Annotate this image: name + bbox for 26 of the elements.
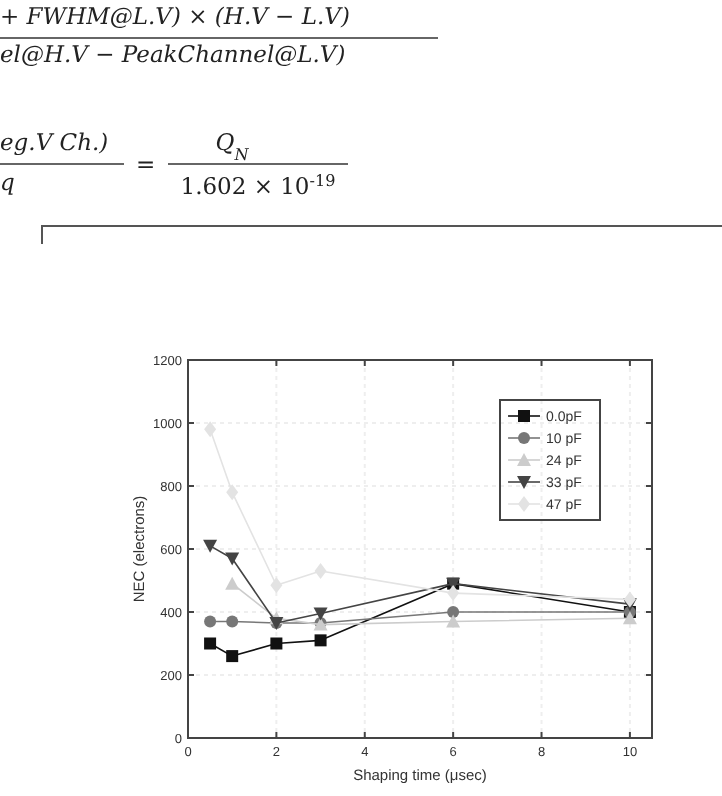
text: + FWHM@L.V) × (H.V − L.V) <box>0 2 350 30</box>
point <box>226 484 239 501</box>
text: el@H.V − PeakChannel@L.V) <box>0 40 346 68</box>
text: = <box>136 150 156 178</box>
point <box>226 615 239 628</box>
point <box>225 576 240 590</box>
point <box>313 607 328 621</box>
text: eg.V Ch.) <box>0 128 109 156</box>
point <box>623 591 636 608</box>
text: 1.602 × 10$^{-19}$ <box>180 171 336 200</box>
point <box>447 606 460 618</box>
point <box>270 637 283 650</box>
point <box>226 650 239 663</box>
point <box>447 585 460 602</box>
point <box>225 552 240 566</box>
point <box>270 577 283 594</box>
text: q <box>0 168 15 196</box>
point <box>314 563 327 580</box>
point <box>314 634 327 647</box>
point <box>203 539 218 553</box>
point <box>446 614 461 628</box>
point <box>622 611 637 625</box>
point <box>204 637 217 650</box>
point <box>204 421 217 438</box>
text: Q$_{N}$ <box>215 128 251 163</box>
point <box>204 615 217 628</box>
